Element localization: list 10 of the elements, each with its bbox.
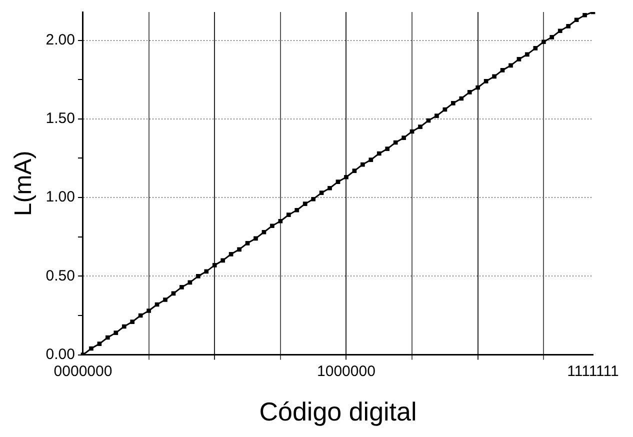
y-axis-title: L(mA) bbox=[10, 150, 38, 216]
y-tick-label: 0.00 bbox=[46, 346, 75, 363]
y-tick-label: 1.50 bbox=[46, 110, 75, 128]
y-tick-label: 0.50 bbox=[46, 267, 75, 284]
x-tick-label: 1111111 bbox=[567, 362, 619, 380]
x-tick-label: 0000000 bbox=[54, 362, 112, 380]
y-tick-label: 1.00 bbox=[46, 188, 75, 206]
y-tick-label: 2.00 bbox=[46, 31, 75, 48]
x-tick-label: 1000000 bbox=[317, 362, 376, 380]
x-axis-title: Código digital bbox=[259, 396, 417, 427]
